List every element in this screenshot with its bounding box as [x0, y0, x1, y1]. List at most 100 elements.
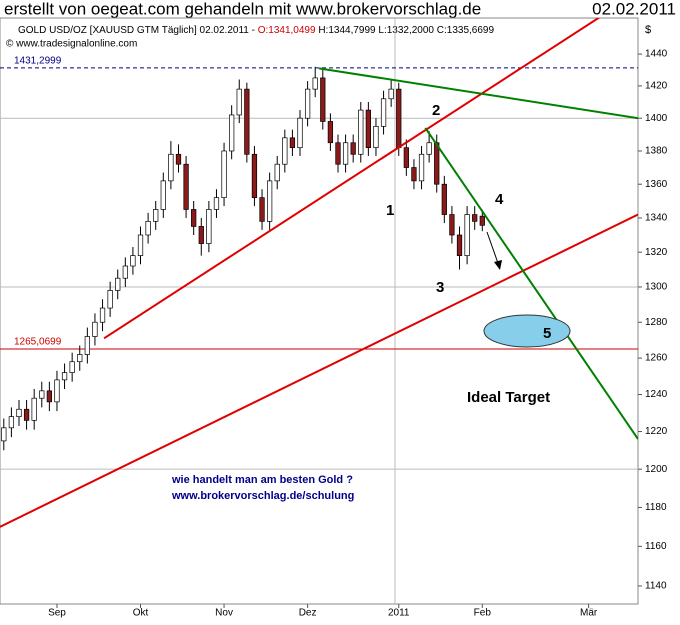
x-tick-label: Dez [299, 608, 317, 619]
trend-line [318, 67, 638, 120]
note: wie handelt man am besten Gold ? [171, 474, 353, 486]
candle-body [464, 214, 470, 256]
annotation: 1 [386, 202, 394, 219]
candle-body [472, 214, 478, 222]
candle-body [107, 290, 113, 309]
candle-body [312, 77, 318, 90]
candle-body [77, 354, 83, 363]
h-line-label: 1431,2999 [14, 56, 62, 67]
candle-body [441, 183, 447, 215]
y-tick-label: 1220 [645, 426, 668, 437]
candle-body [244, 88, 250, 155]
candle-body [1, 427, 7, 442]
candle-body [130, 255, 136, 267]
chart-date: 02.02.2011 [592, 0, 676, 18]
annotation: Ideal Target [467, 389, 550, 406]
y-tick-label: 1280 [645, 317, 668, 328]
candle-body [61, 372, 68, 381]
candle-body [365, 109, 371, 149]
candle-body [289, 137, 296, 149]
candle-body [54, 379, 60, 403]
candle-body [236, 88, 242, 116]
info-main: GOLD USD/OZ [XAUUSD GTM Täglich] 02.02.2… [18, 25, 255, 36]
candle-body [206, 209, 212, 244]
candle-body [99, 307, 106, 323]
y-tick-label: 1160 [645, 541, 667, 552]
candle-body [434, 142, 440, 185]
candle-body [198, 226, 204, 244]
candle-body [137, 234, 144, 256]
candle-body [380, 98, 387, 127]
candle-body [168, 153, 174, 182]
source: © www.tradesignalonline.com [6, 39, 137, 50]
trend-line [103, 18, 601, 340]
candle-body [229, 114, 235, 152]
candle-body [304, 88, 311, 119]
candle-body [259, 197, 265, 222]
candle-body [221, 150, 227, 198]
annotation: 4 [495, 191, 504, 208]
candle-body [175, 153, 182, 165]
y-tick-label: 1300 [645, 282, 668, 293]
y-tick-label: 1440 [645, 49, 668, 60]
candle-body [16, 408, 22, 418]
chart-title: erstellt von oegeat.com gehandeln mit ww… [4, 0, 481, 18]
y-tick-label: 1400 [645, 113, 668, 124]
candle-body [342, 142, 349, 165]
y-tick-label: 1420 [645, 81, 668, 92]
candle-body [358, 109, 364, 155]
x-tick-label: Okt [133, 608, 149, 619]
candle-body [46, 390, 52, 403]
y-tick-label: 1240 [645, 389, 668, 400]
candle-body [69, 361, 75, 373]
annotation: 3 [436, 279, 444, 296]
candle-body [160, 180, 166, 210]
y-tick-label: 1380 [645, 146, 668, 157]
candle-body [418, 153, 425, 182]
note: www.brokervorschlag.de/schulung [171, 490, 354, 502]
h-line-label: 1265,0699 [14, 337, 62, 348]
candle-body [251, 153, 258, 198]
arrow [486, 231, 500, 267]
candle-body [115, 277, 121, 291]
candle-body [411, 167, 417, 182]
y-tick-label: 1180 [645, 502, 667, 513]
y-tick-label: 1320 [645, 247, 668, 258]
candle-body [297, 117, 303, 149]
candle-body [213, 197, 220, 210]
annotation: 5 [543, 325, 551, 342]
y-tick-label: 1200 [645, 464, 668, 475]
candle-body [153, 209, 159, 222]
candle-body [267, 180, 273, 222]
candle-body [449, 214, 455, 236]
y-tick-label: 1360 [645, 179, 668, 190]
trend-line [0, 213, 638, 528]
info-open: O:1341,0499 [258, 25, 316, 36]
target-ellipse [483, 314, 571, 348]
candle-body [327, 121, 334, 144]
annotation: 2 [432, 102, 440, 119]
candle-body [39, 390, 45, 399]
candle-body [8, 416, 15, 429]
y-tick-label: 1140 [645, 581, 667, 592]
x-tick-label: Nov [215, 608, 233, 619]
candle-body [403, 147, 409, 168]
candle-body [145, 220, 151, 236]
y-tick-label: 1260 [645, 353, 668, 364]
x-tick-label: Sep [48, 608, 66, 619]
candle-body [479, 215, 485, 226]
x-tick-label: Feb [474, 608, 492, 619]
x-tick-label: 2011 [388, 608, 410, 619]
x-tick-label: Mär [580, 608, 598, 619]
candle-body [320, 77, 326, 122]
candle-body [426, 142, 432, 155]
candle-body [92, 321, 98, 337]
candle-body [122, 265, 128, 279]
candle-body [282, 137, 288, 165]
plot-frame [0, 17, 639, 605]
info-rest: H:1344,7999 L:1332,2000 C:1335,6699 [318, 25, 494, 36]
candle-body [456, 234, 463, 256]
candle-body [84, 336, 90, 355]
candle-body [23, 408, 30, 421]
candle-body [396, 88, 402, 149]
